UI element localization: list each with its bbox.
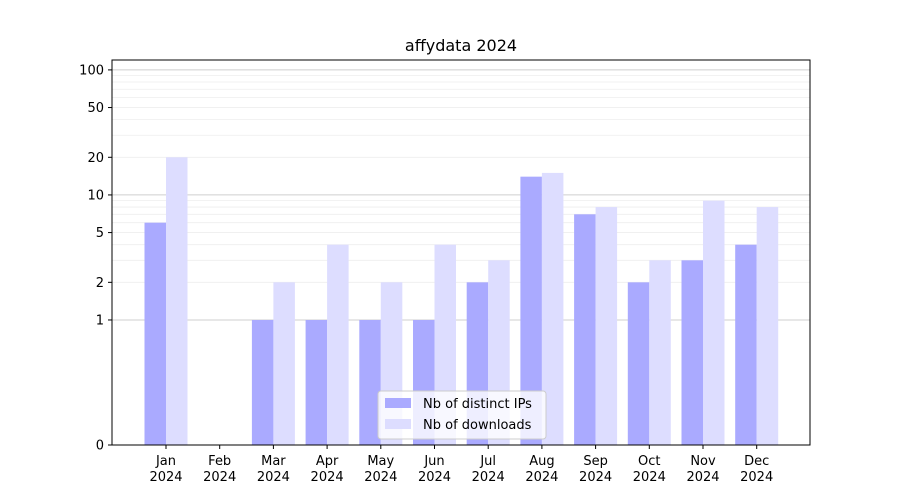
bar-downloads — [541, 172, 564, 445]
x-tick-label-year: 2024 — [472, 470, 505, 485]
x-tick-label-month: Jun — [423, 454, 444, 469]
x-tick-label-year: 2024 — [364, 470, 397, 485]
y-tick-label: 5 — [96, 226, 104, 241]
x-tick-label-month: Sep — [583, 454, 608, 469]
x-tick-label-year: 2024 — [418, 470, 451, 485]
ticks: 0125102050100Jan2024Feb2024Mar2024Apr202… — [79, 63, 773, 485]
y-tick-label: 2 — [96, 276, 104, 291]
bar-distinct-ips — [735, 244, 757, 445]
legend-label-distinct-ips: Nb of distinct IPs — [423, 397, 532, 412]
x-tick-label-month: Jul — [479, 454, 496, 469]
x-tick-label-year: 2024 — [633, 470, 666, 485]
bar-downloads — [649, 260, 671, 445]
x-tick-label-month: May — [367, 454, 394, 469]
x-tick-label-year: 2024 — [311, 470, 344, 485]
x-tick-label-month: Oct — [638, 454, 660, 469]
x-tick-label-month: Jan — [155, 454, 176, 469]
bar-distinct-ips — [574, 214, 596, 445]
y-tick-label: 10 — [87, 188, 104, 203]
x-tick-label-month: Apr — [316, 454, 339, 469]
bar-distinct-ips — [251, 319, 274, 445]
y-tick-label: 100 — [79, 63, 104, 78]
legend-box — [377, 390, 547, 440]
bar-distinct-ips — [681, 260, 703, 445]
bar-downloads — [595, 207, 618, 445]
legend-swatch-downloads — [385, 419, 411, 429]
x-tick-label-year: 2024 — [149, 470, 182, 485]
bars — [144, 157, 779, 445]
y-tick-label: 50 — [87, 101, 104, 116]
y-tick-label: 20 — [87, 151, 104, 166]
x-tick-label-month: Dec — [744, 454, 769, 469]
y-tick-label: 0 — [96, 439, 104, 454]
legend: Nb of distinct IPs Nb of downloads — [377, 390, 547, 440]
x-tick-label-month: Mar — [261, 454, 286, 469]
x-tick-label-month: Aug — [529, 454, 554, 469]
x-tick-label-year: 2024 — [257, 470, 290, 485]
bar-downloads — [273, 282, 295, 445]
bar-distinct-ips — [305, 319, 328, 445]
x-tick-label-year: 2024 — [525, 470, 558, 485]
bar-distinct-ips — [359, 319, 381, 445]
bar-distinct-ips — [144, 222, 166, 445]
bar-distinct-ips — [520, 176, 542, 445]
y-tick-label: 1 — [96, 313, 104, 328]
grid — [112, 69, 810, 321]
x-tick-label-year: 2024 — [740, 470, 773, 485]
x-tick-label-month: Feb — [208, 454, 231, 469]
bar-downloads — [703, 200, 725, 445]
chart-title: affydata 2024 — [405, 36, 517, 55]
legend-label-downloads: Nb of downloads — [423, 418, 532, 433]
x-tick-label-year: 2024 — [579, 470, 612, 485]
plot-frame — [111, 59, 811, 446]
x-tick-label-month: Nov — [690, 454, 716, 469]
bar-downloads — [756, 207, 779, 445]
bar-distinct-ips — [627, 282, 650, 445]
x-tick-label-year: 2024 — [686, 470, 719, 485]
x-tick-label-year: 2024 — [203, 470, 236, 485]
bar-downloads — [166, 157, 188, 445]
bar-downloads — [327, 244, 349, 445]
legend-swatch-distinct-ips — [385, 398, 411, 408]
